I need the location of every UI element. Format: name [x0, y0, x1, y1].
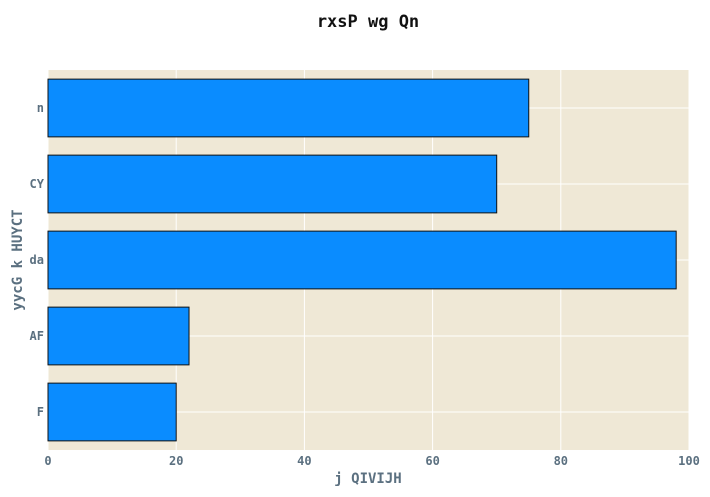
bar-da [47, 230, 677, 290]
x-tick-label: 0 [44, 454, 51, 468]
y-axis-ticks: n CY da AF F [30, 101, 45, 419]
bar-n [47, 78, 530, 138]
chart-title: rxsP wg Qn [317, 12, 419, 32]
x-axis-title: j QIVIJH [334, 471, 401, 487]
x-axis-ticks: 0 20 40 60 80 100 [44, 454, 699, 468]
y-tick-label: da [30, 253, 44, 267]
y-tick-label: n [37, 101, 44, 115]
y-tick-label: F [37, 405, 44, 419]
x-tick-label: 20 [169, 454, 183, 468]
x-tick-label: 100 [678, 454, 700, 468]
bar-CY [47, 154, 498, 214]
bar-AF [47, 306, 190, 366]
y-tick-label: AF [30, 329, 44, 343]
y-axis-title: yycG k HUYCT [10, 209, 26, 310]
x-tick-label: 40 [297, 454, 311, 468]
x-tick-label: 80 [554, 454, 568, 468]
y-tick-label: CY [30, 177, 45, 191]
bar-F [47, 382, 177, 442]
bars [47, 78, 677, 442]
x-tick-label: 60 [425, 454, 439, 468]
